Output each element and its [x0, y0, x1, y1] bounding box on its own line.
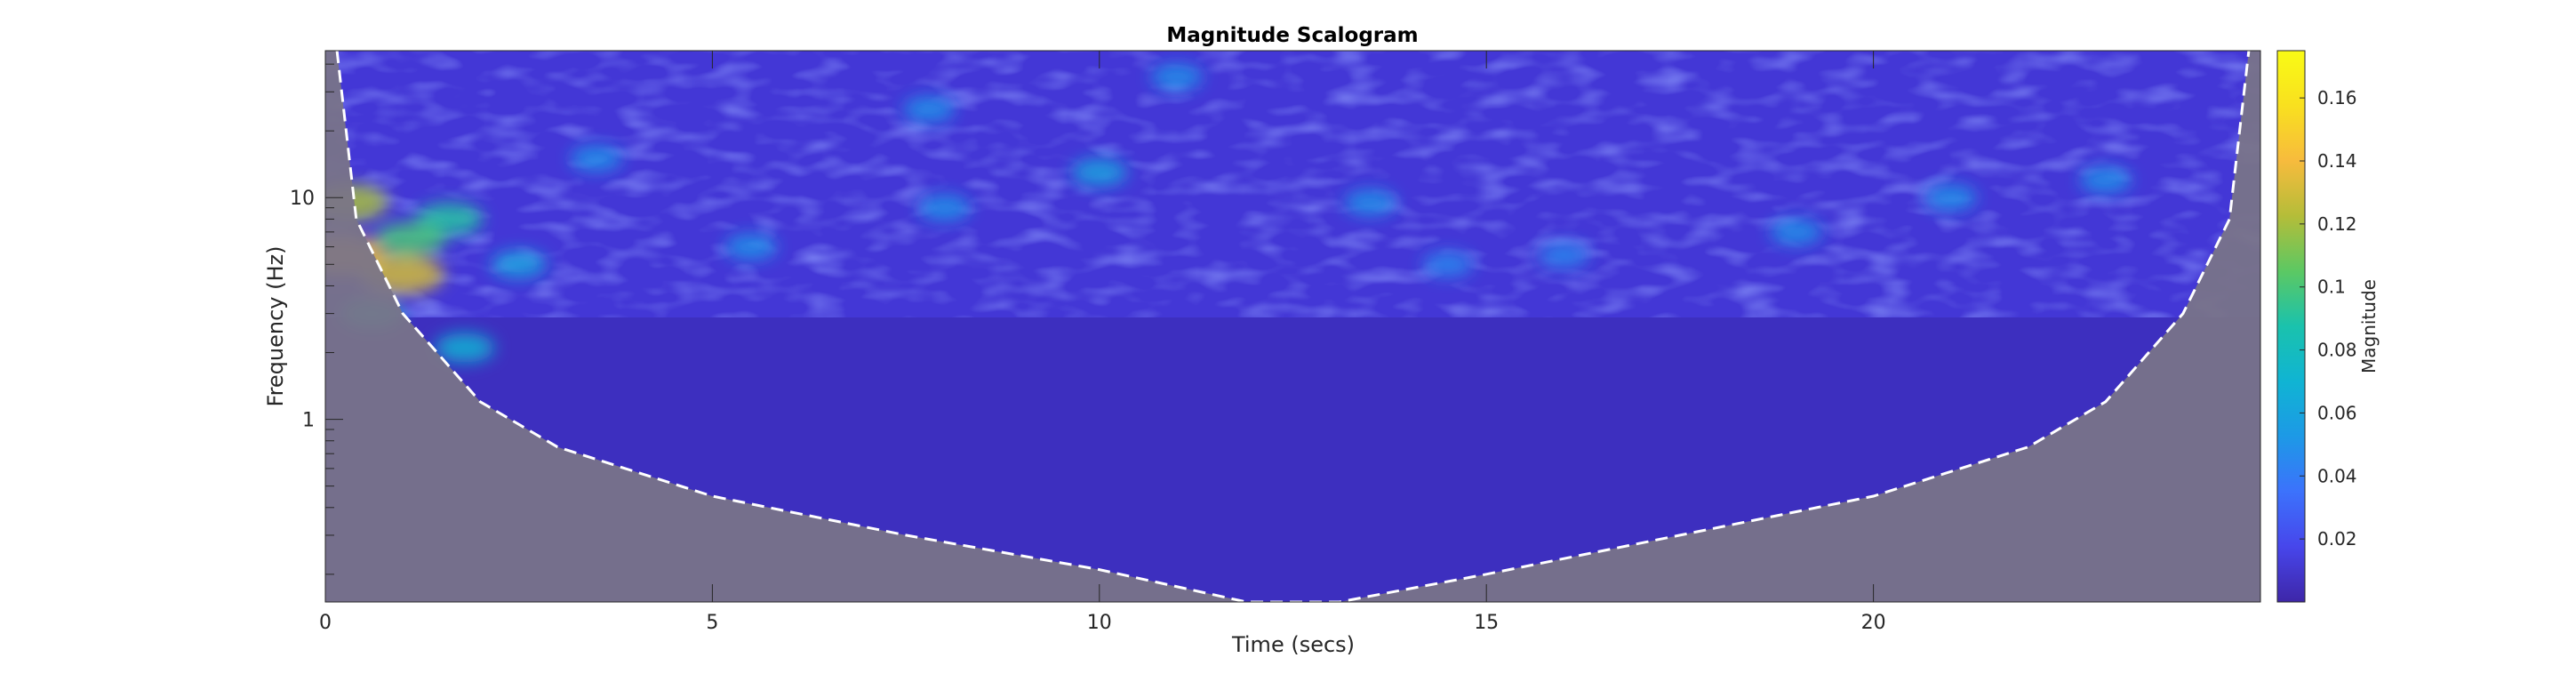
- colorbar-label: Magnitude: [2358, 279, 2380, 373]
- colorbar-tick-label: 0.16: [2317, 87, 2357, 108]
- plot-area: [325, 51, 2260, 602]
- hotspot: [1924, 184, 1977, 211]
- y-tick-label: 10: [290, 188, 315, 210]
- y-axis-label: Frequency (Hz): [263, 246, 288, 407]
- hotspot: [491, 250, 547, 278]
- x-axis-label: Time (secs): [1231, 632, 1355, 657]
- texture-layer: [325, 51, 2260, 317]
- hotspot: [2079, 167, 2132, 193]
- hotspot: [1539, 242, 1589, 269]
- colorbar-tick-label: 0.14: [2317, 150, 2357, 172]
- hotspot: [1422, 252, 1473, 277]
- x-axis: 0 5 10 15 20: [319, 51, 1886, 634]
- colorbar-tick-label: 0.1: [2317, 277, 2346, 298]
- hotspot: [435, 333, 495, 363]
- colorbar-frame: [2276, 50, 2306, 603]
- colorbar-tick-label: 0.02: [2317, 528, 2357, 550]
- cone-of-influence-shading: [325, 51, 2260, 602]
- hotspot: [918, 195, 971, 221]
- y-tick-label: 1: [302, 410, 315, 432]
- colorbar-tick-label: 0.04: [2317, 465, 2357, 486]
- x-tick-label: 0: [319, 612, 332, 634]
- hotspot: [1150, 64, 1203, 91]
- hotspot: [1071, 158, 1128, 187]
- hotspot: [374, 221, 446, 256]
- colorbar-tick-label: 0.08: [2317, 340, 2357, 361]
- y-axis: 1 10: [290, 63, 343, 575]
- cone-of-influence-line: [335, 51, 2251, 602]
- hotspot: [724, 234, 777, 261]
- hotspot: [903, 96, 956, 123]
- x-tick-label: 10: [1087, 612, 1112, 634]
- x-tick-label: 5: [706, 612, 718, 634]
- colorbar-gradient: [2277, 51, 2305, 602]
- colorbar-tick-label: 0.12: [2317, 213, 2357, 235]
- chart-title: Magnitude Scalogram: [1166, 24, 1418, 47]
- hotspot: [570, 145, 622, 172]
- hotspot: [1770, 219, 1822, 245]
- colorbar-ticks: 0.02 0.04 0.06 0.08 0.1 0.12 0.14 0.16: [2300, 87, 2357, 550]
- x-tick-label: 20: [1861, 612, 1886, 634]
- colorbar-tick-label: 0.06: [2317, 402, 2357, 423]
- colorbar: 0.02 0.04 0.06 0.08 0.1 0.12 0.14 0.16 Magnitud…: [2276, 50, 2380, 603]
- hotspot: [1344, 189, 1396, 216]
- plot-frame: [324, 50, 2261, 603]
- x-tick-label: 15: [1474, 612, 1499, 634]
